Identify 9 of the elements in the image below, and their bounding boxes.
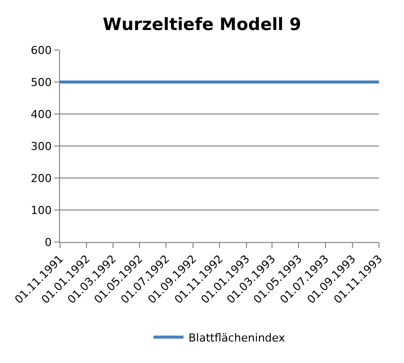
y-tick-label: 600 <box>30 44 52 57</box>
y-tick-label: 500 <box>30 76 52 89</box>
legend-label: Blattflächenindex <box>188 331 286 344</box>
y-tick-label: 100 <box>30 204 52 217</box>
chart-title: Wurzeltiefe Modell 9 <box>102 15 302 36</box>
y-tick-label: 0 <box>44 236 52 249</box>
y-tick-label: 400 <box>30 108 52 121</box>
y-tick-label: 300 <box>30 140 52 153</box>
y-tick-label: 200 <box>30 172 52 185</box>
